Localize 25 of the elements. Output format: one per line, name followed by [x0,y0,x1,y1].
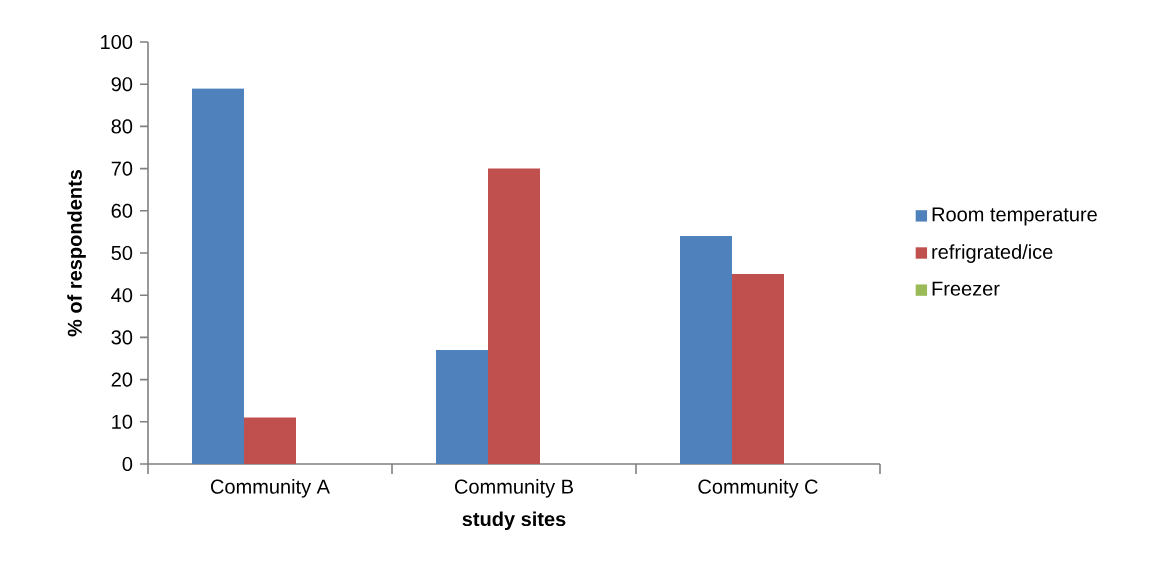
y-tick-label: 10 [112,414,133,429]
legend-label: Room temperature [932,207,1097,226]
y-tick-label: 50 [111,245,133,261]
bar [488,168,540,464]
x-tick-label: Community B [454,479,573,498]
y-tick-label: 0 [122,456,133,472]
y-tick-label: 80 [111,119,133,134]
bar [680,236,732,464]
legend-label: Freezer [932,281,1000,296]
y-tick-label: 30 [111,330,133,345]
y-tick-label: 40 [111,288,133,303]
x-tick-label: Community A [210,479,330,498]
y-tick-label: 90 [111,77,133,92]
x-axis-title: study sites [462,511,566,531]
bar [732,274,784,464]
bar [436,350,489,464]
legend-label: refrigrated/ice [932,244,1053,263]
y-axis-title: % of respondents [67,169,86,337]
y-tick-label: 60 [111,203,133,218]
bar [192,88,244,464]
x-tick-label: Community C [698,479,818,498]
bar [244,417,297,464]
y-tick-label: 70 [111,161,133,176]
y-tick-label: 20 [111,372,133,387]
y-tick-label: 100 [101,34,133,50]
